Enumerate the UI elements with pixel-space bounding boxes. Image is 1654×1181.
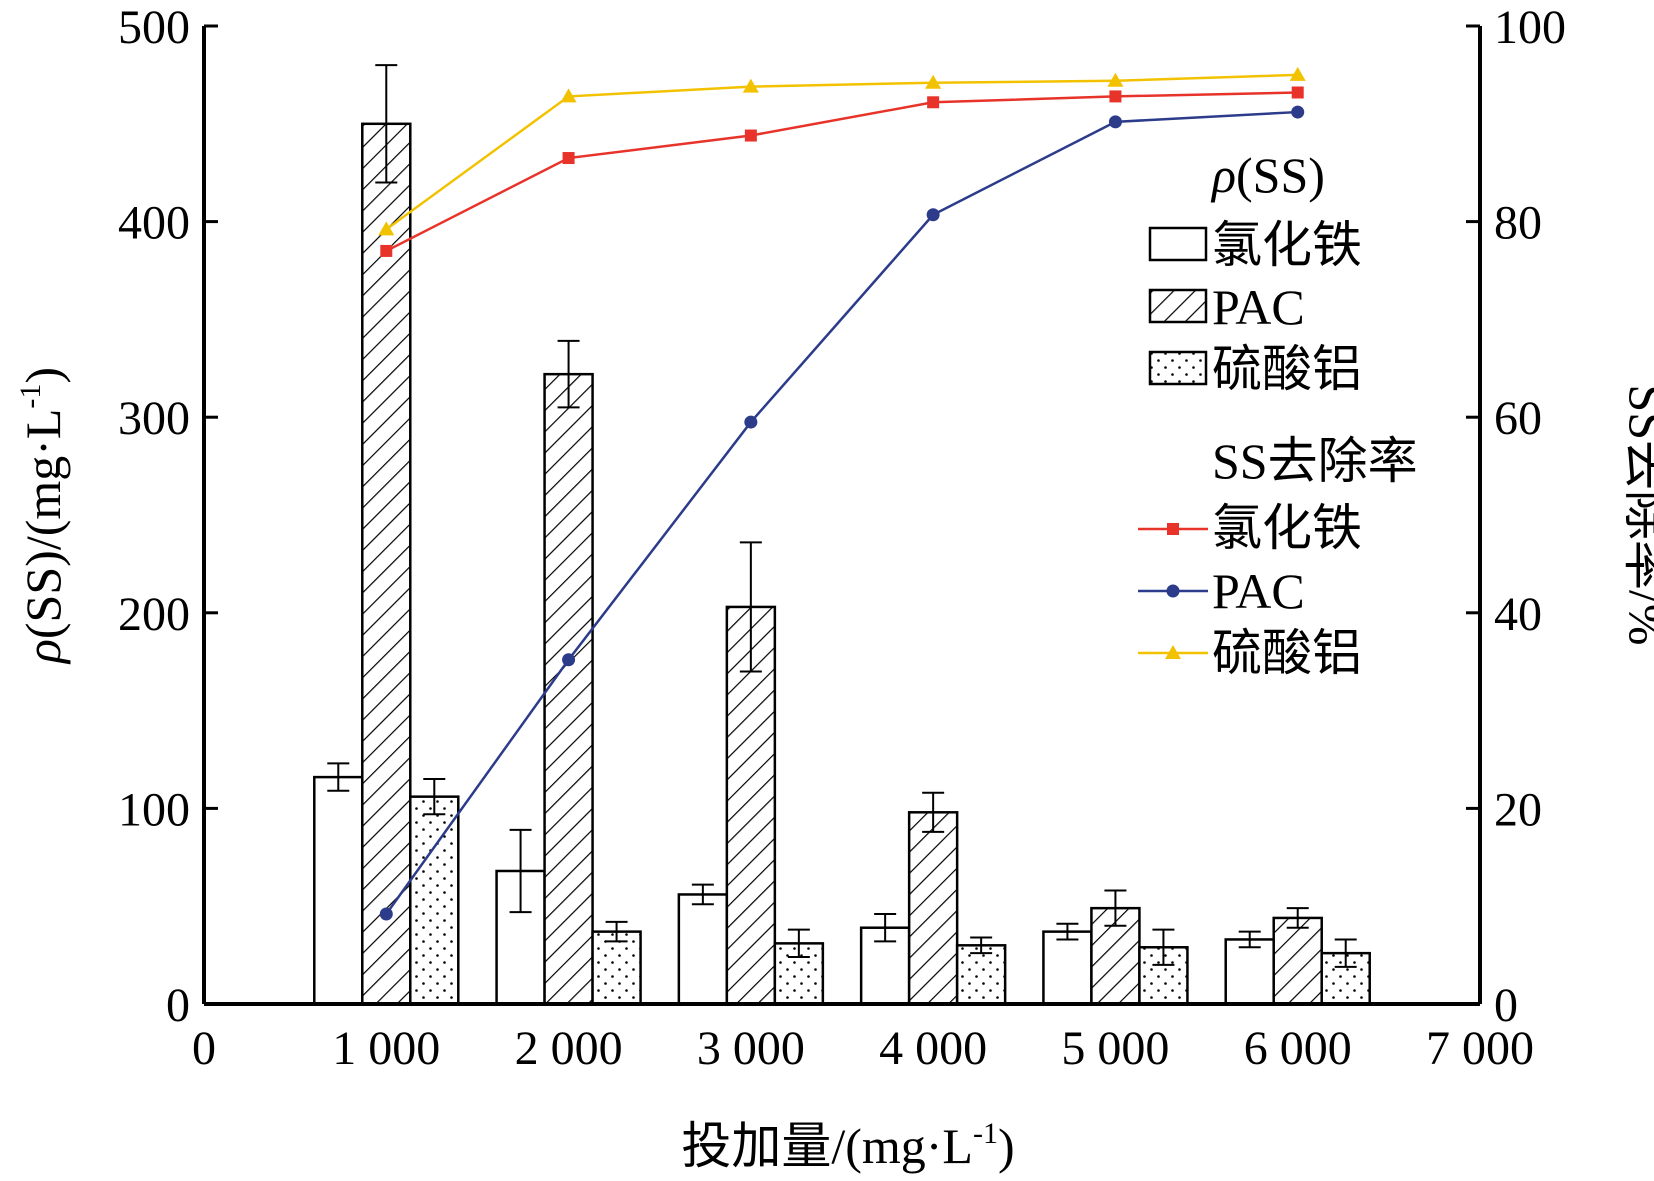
x-axis-title-main: 投加量/(mg·L bbox=[681, 1118, 973, 1174]
x-tick-label: 0 bbox=[192, 1022, 216, 1075]
legend-bar-swatch-ferric-chloride bbox=[1148, 226, 1208, 262]
legend-bar-label-ferric-chloride: 氯化铁 bbox=[1212, 217, 1362, 273]
legend: ρ(SS) 氯化铁 PAC 硫酸铝 SS去除率 氯化铁 PAC 硫酸铝 bbox=[1138, 147, 1418, 681]
bar-ferric-chloride bbox=[313, 775, 364, 1006]
y-left-tick-label: 400 bbox=[118, 197, 190, 250]
point-pac bbox=[379, 907, 393, 921]
point-pac bbox=[562, 653, 576, 667]
y-right-tick-label: 80 bbox=[1494, 197, 1542, 250]
point-ferric-chloride bbox=[1109, 90, 1122, 103]
point-aluminum-sulfate bbox=[560, 88, 577, 103]
line-layer bbox=[378, 66, 1306, 921]
y-left-axis-title-main: (SS)/(mg·L bbox=[15, 409, 71, 640]
legend-marker-aluminum-sulfate bbox=[1165, 645, 1181, 659]
legend-line-label-aluminum-sulfate: 硫酸铝 bbox=[1212, 625, 1362, 681]
legend-line-title: SS去除率 bbox=[1212, 433, 1418, 489]
point-ferric-chloride bbox=[562, 152, 575, 165]
x-axis-title: 投加量/(mg·L-1) bbox=[681, 1117, 1014, 1174]
y-right-tick-label: 100 bbox=[1494, 1, 1566, 54]
point-aluminum-sulfate bbox=[742, 78, 759, 93]
legend-bar-swatch-pac bbox=[1148, 288, 1208, 324]
y-right-tick-label: 40 bbox=[1494, 588, 1542, 641]
bar-aluminum-sulfate bbox=[409, 795, 460, 1006]
point-pac bbox=[926, 208, 940, 222]
y-right-tick-label: 0 bbox=[1494, 979, 1518, 1032]
bar-pac bbox=[725, 605, 777, 1006]
legend-bar-title: ρ(SS) bbox=[1210, 147, 1325, 203]
point-aluminum-sulfate bbox=[378, 221, 395, 236]
bar-ferric-chloride bbox=[677, 893, 729, 1006]
legend-marker-ferric-chloride bbox=[1167, 523, 1179, 535]
y-left-tick-label: 100 bbox=[118, 783, 190, 836]
legend-line-label-pac: PAC bbox=[1212, 563, 1305, 619]
legend-marker-pac bbox=[1166, 584, 1180, 598]
x-axis-title-sup: -1 bbox=[973, 1117, 998, 1150]
x-tick-label: 2 000 bbox=[515, 1022, 623, 1075]
bar-pac bbox=[361, 122, 412, 1006]
legend-bar-title-main: (SS) bbox=[1236, 147, 1325, 203]
legend-line-label-ferric-chloride: 氯化铁 bbox=[1212, 500, 1362, 556]
y-right-axis-title: SS去除率/% bbox=[1619, 384, 1654, 645]
x-tick-label: 7 000 bbox=[1426, 1022, 1534, 1075]
point-pac bbox=[1291, 105, 1305, 119]
line-ferric-chloride bbox=[385, 91, 1298, 253]
y-left-tick-label: 500 bbox=[118, 1, 190, 54]
point-aluminum-sulfate bbox=[1289, 66, 1306, 81]
bar-ferric-chloride bbox=[1224, 938, 1275, 1006]
y-left-axis-title: ρ(SS)/(mg·L-1) bbox=[14, 367, 71, 665]
x-tick-label: 4 000 bbox=[879, 1022, 987, 1075]
y-left-tick-label: 300 bbox=[118, 392, 190, 445]
y-left-tick-label: 0 bbox=[166, 979, 190, 1032]
x-axis-title-end: ) bbox=[998, 1118, 1015, 1174]
x-tick-label: 1 000 bbox=[332, 1022, 440, 1075]
legend-line-swatches bbox=[1138, 523, 1208, 659]
line-aluminum-sulfate bbox=[385, 73, 1298, 231]
errorbar-layer bbox=[327, 64, 1357, 968]
point-aluminum-sulfate bbox=[925, 74, 942, 89]
point-ferric-chloride bbox=[380, 244, 393, 257]
point-ferric-chloride bbox=[1291, 86, 1304, 99]
legend-bar-label-aluminum-sulfate: 硫酸铝 bbox=[1212, 341, 1362, 397]
bar-aluminum-sulfate bbox=[955, 944, 1007, 1006]
legend-bar-title-rho: ρ bbox=[1210, 147, 1236, 203]
y-left-axis-title-rho: ρ bbox=[15, 639, 71, 665]
y-right-tick-label: 20 bbox=[1494, 783, 1542, 836]
y-left-axis-title-end: ) bbox=[15, 367, 71, 384]
y-left-tick-label: 200 bbox=[118, 588, 190, 641]
x-tick-label: 5 000 bbox=[1061, 1022, 1169, 1075]
bar-pac bbox=[907, 811, 959, 1006]
point-ferric-chloride bbox=[927, 96, 940, 109]
point-aluminum-sulfate bbox=[1107, 72, 1124, 87]
point-ferric-chloride bbox=[744, 129, 757, 142]
point-pac bbox=[1108, 115, 1122, 129]
x-tick-label: 6 000 bbox=[1244, 1022, 1352, 1075]
bar-pac bbox=[543, 372, 594, 1006]
bar-aluminum-sulfate bbox=[591, 930, 642, 1006]
y-left-axis-title-sup: -1 bbox=[14, 384, 47, 409]
legend-bar-label-pac: PAC bbox=[1212, 279, 1305, 335]
y-right-tick-label: 60 bbox=[1494, 392, 1542, 445]
legend-bar-swatch-aluminum-sulfate bbox=[1148, 350, 1208, 386]
bar-pac bbox=[1272, 916, 1323, 1006]
bar-ferric-chloride bbox=[1042, 930, 1093, 1006]
line-pac bbox=[385, 110, 1298, 915]
point-pac bbox=[744, 415, 758, 429]
axes bbox=[202, 26, 1482, 1006]
x-tick-label: 3 000 bbox=[697, 1022, 805, 1075]
